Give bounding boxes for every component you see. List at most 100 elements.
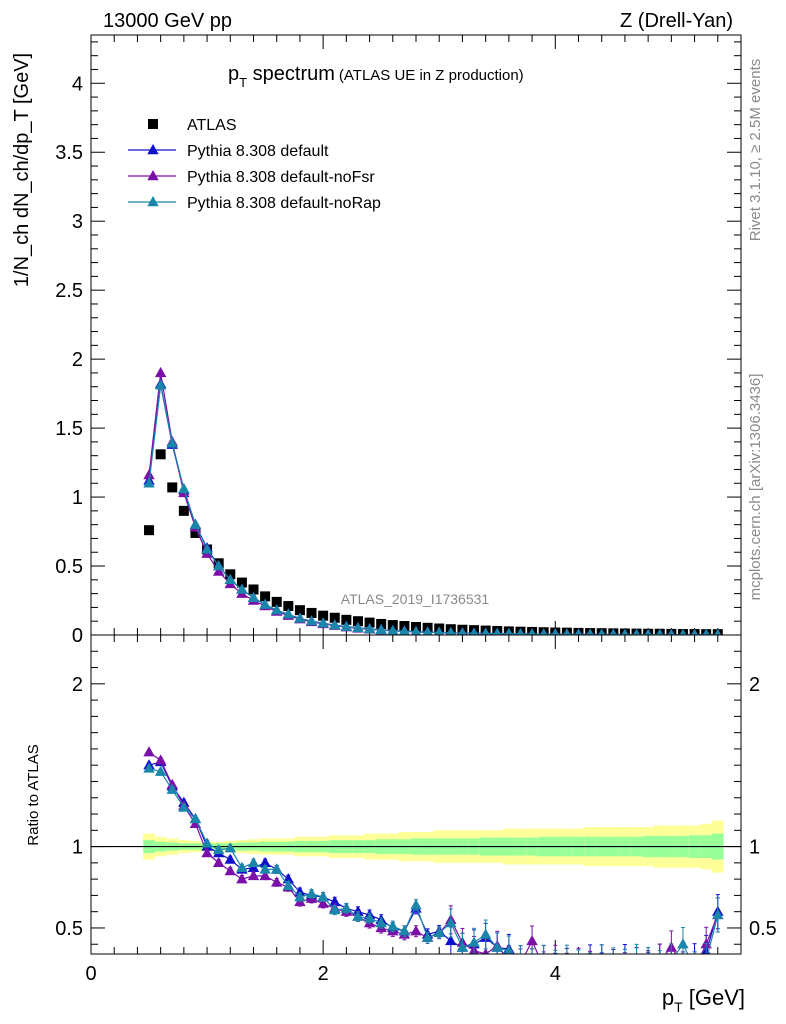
ratio-marker-noFsr — [201, 847, 213, 858]
ratio-marker-noRap — [224, 842, 236, 853]
legend-label-noRap: Pythia 8.308 default-noRap — [187, 195, 381, 212]
marker-noRap — [469, 627, 479, 635]
ratio-marker-noRap — [619, 959, 630, 969]
ratio-marker-noFsr — [677, 958, 688, 968]
top-y-tick-label: 0.5 — [55, 556, 83, 578]
ratio-marker-noRap — [608, 958, 619, 968]
marker-atlas-data — [294, 605, 305, 616]
ratio-marker-noRap — [375, 917, 387, 928]
ratio-marker-default — [631, 958, 642, 968]
ratio-marker-default — [642, 963, 653, 973]
ratio-marker-noRap — [236, 861, 248, 872]
x-tick-label: 0 — [85, 963, 96, 985]
top-axis-ticks: 0 0.5 1 1.5 2 2.5 3 3.5 4 — [55, 35, 742, 647]
ratio-marker-noRap — [445, 917, 457, 928]
marker-noRap — [528, 628, 536, 635]
ratio-marker-noRap — [282, 879, 295, 890]
ratio-marker-noFsr — [143, 746, 155, 757]
ratio-y-tick-label-right: 0.5 — [749, 918, 777, 940]
marker-atlas-data — [329, 612, 340, 623]
ratio-marker-noFsr — [317, 897, 329, 908]
x-tick-label: 2 — [318, 963, 329, 985]
ratio-marker-noFsr — [247, 869, 260, 881]
ratio-marker-noRap — [387, 920, 399, 931]
ratio-marker-noRap — [584, 963, 595, 973]
ratio-marker-noFsr — [689, 963, 700, 973]
ratio-y-tick-label-right: 1 — [749, 837, 760, 859]
ratio-marker-noFsr — [596, 955, 607, 965]
ratio-marker-noRap — [340, 902, 353, 913]
marker-noRap — [224, 573, 236, 585]
marker-noRap — [410, 625, 422, 635]
marker-atlas-data — [236, 577, 247, 588]
marker-noRap — [212, 560, 225, 571]
marker-noRap — [516, 627, 525, 635]
ratio-marker-noFsr — [259, 869, 271, 881]
marker-noRap — [586, 628, 594, 635]
marker-atlas-data — [260, 591, 271, 602]
ratio-marker-default — [666, 959, 677, 969]
marker-atlas-data — [144, 525, 155, 536]
ratio-marker-noRap — [271, 863, 283, 874]
marker-noRap — [340, 620, 353, 631]
marker-atlas-data — [283, 601, 294, 612]
ratio-marker-noRap — [538, 955, 549, 965]
ratio-y-tick-label: 1 — [72, 837, 83, 859]
ratio-marker-noRap — [166, 783, 178, 794]
ratio-marker-noRap — [294, 891, 306, 902]
ratio-marker-noFsr — [561, 963, 572, 973]
ratio-marker-noFsr — [631, 958, 642, 968]
ratio-y-axis-title: Ratio to ATLAS — [25, 744, 42, 845]
x-tick-label: 4 — [550, 963, 561, 985]
top-y-tick-label: 2 — [72, 349, 83, 371]
ratio-marker-noRap — [212, 843, 225, 855]
ratio-marker-noFsr — [584, 961, 595, 971]
rivet-version-label: Rivet 3.1.10, ≥ 2.5M events — [747, 59, 764, 242]
marker-noRap — [166, 437, 178, 448]
marker-noRap — [375, 623, 387, 635]
marker-noRap — [352, 621, 364, 633]
ratio-marker-noFsr — [482, 948, 489, 954]
header-energy-label: 13000 GeV pp — [103, 10, 232, 32]
marker-atlas-data — [352, 616, 363, 627]
ratio-marker-noRap — [677, 938, 689, 949]
ratio-marker-noRap — [479, 928, 492, 939]
ratio-marker-noRap — [259, 863, 271, 874]
marker-noRap — [644, 628, 652, 635]
plot-title: pT spectrum (ATLAS UE in Z production) — [228, 63, 524, 90]
marker-noRap — [329, 619, 341, 630]
marker-atlas-data — [306, 607, 317, 618]
ratio-marker-noRap — [363, 912, 376, 923]
ratio-marker-default — [619, 955, 630, 965]
ratio-y-tick-label-right: 2 — [749, 674, 760, 696]
marker-noRap — [504, 627, 513, 635]
ratio-marker-noRap — [329, 904, 341, 915]
marker-noRap — [387, 624, 399, 635]
legend-label-default: Pythia 8.308 default — [187, 143, 329, 160]
marker-noRap — [282, 608, 295, 619]
ratio-marker-noRap — [154, 765, 167, 776]
ratio-marker-noRap — [398, 925, 411, 936]
ratio-marker-noRap — [689, 963, 700, 973]
legend: ATLAS Pythia 8.308 default Pythia 8.308 de… — [128, 117, 381, 212]
ratio-marker-noRap — [666, 955, 677, 965]
marker-noRap — [317, 617, 329, 628]
ratio-marker-noFsr — [236, 873, 248, 884]
marker-noRap — [714, 628, 722, 635]
ratio-marker-noFsr — [573, 958, 584, 968]
marker-atlas-data — [178, 505, 189, 516]
ratio-marker-default — [445, 934, 457, 946]
ratio-y-tick-label: 2 — [72, 674, 83, 696]
marker-noRap — [457, 627, 467, 635]
ratio-marker-noFsr — [526, 934, 538, 946]
marker-noFsr — [212, 565, 225, 576]
top-y-tick-label: 3.5 — [55, 142, 83, 164]
ratio-line-noRap — [148, 767, 719, 954]
marker-noRap — [691, 628, 699, 635]
marker-noRap — [632, 628, 641, 635]
ratio-marker-noFsr — [154, 754, 167, 765]
ratio-marker-noRap — [515, 955, 526, 965]
ratio-marker-noRap — [700, 955, 711, 965]
marker-atlas-data — [271, 596, 282, 607]
